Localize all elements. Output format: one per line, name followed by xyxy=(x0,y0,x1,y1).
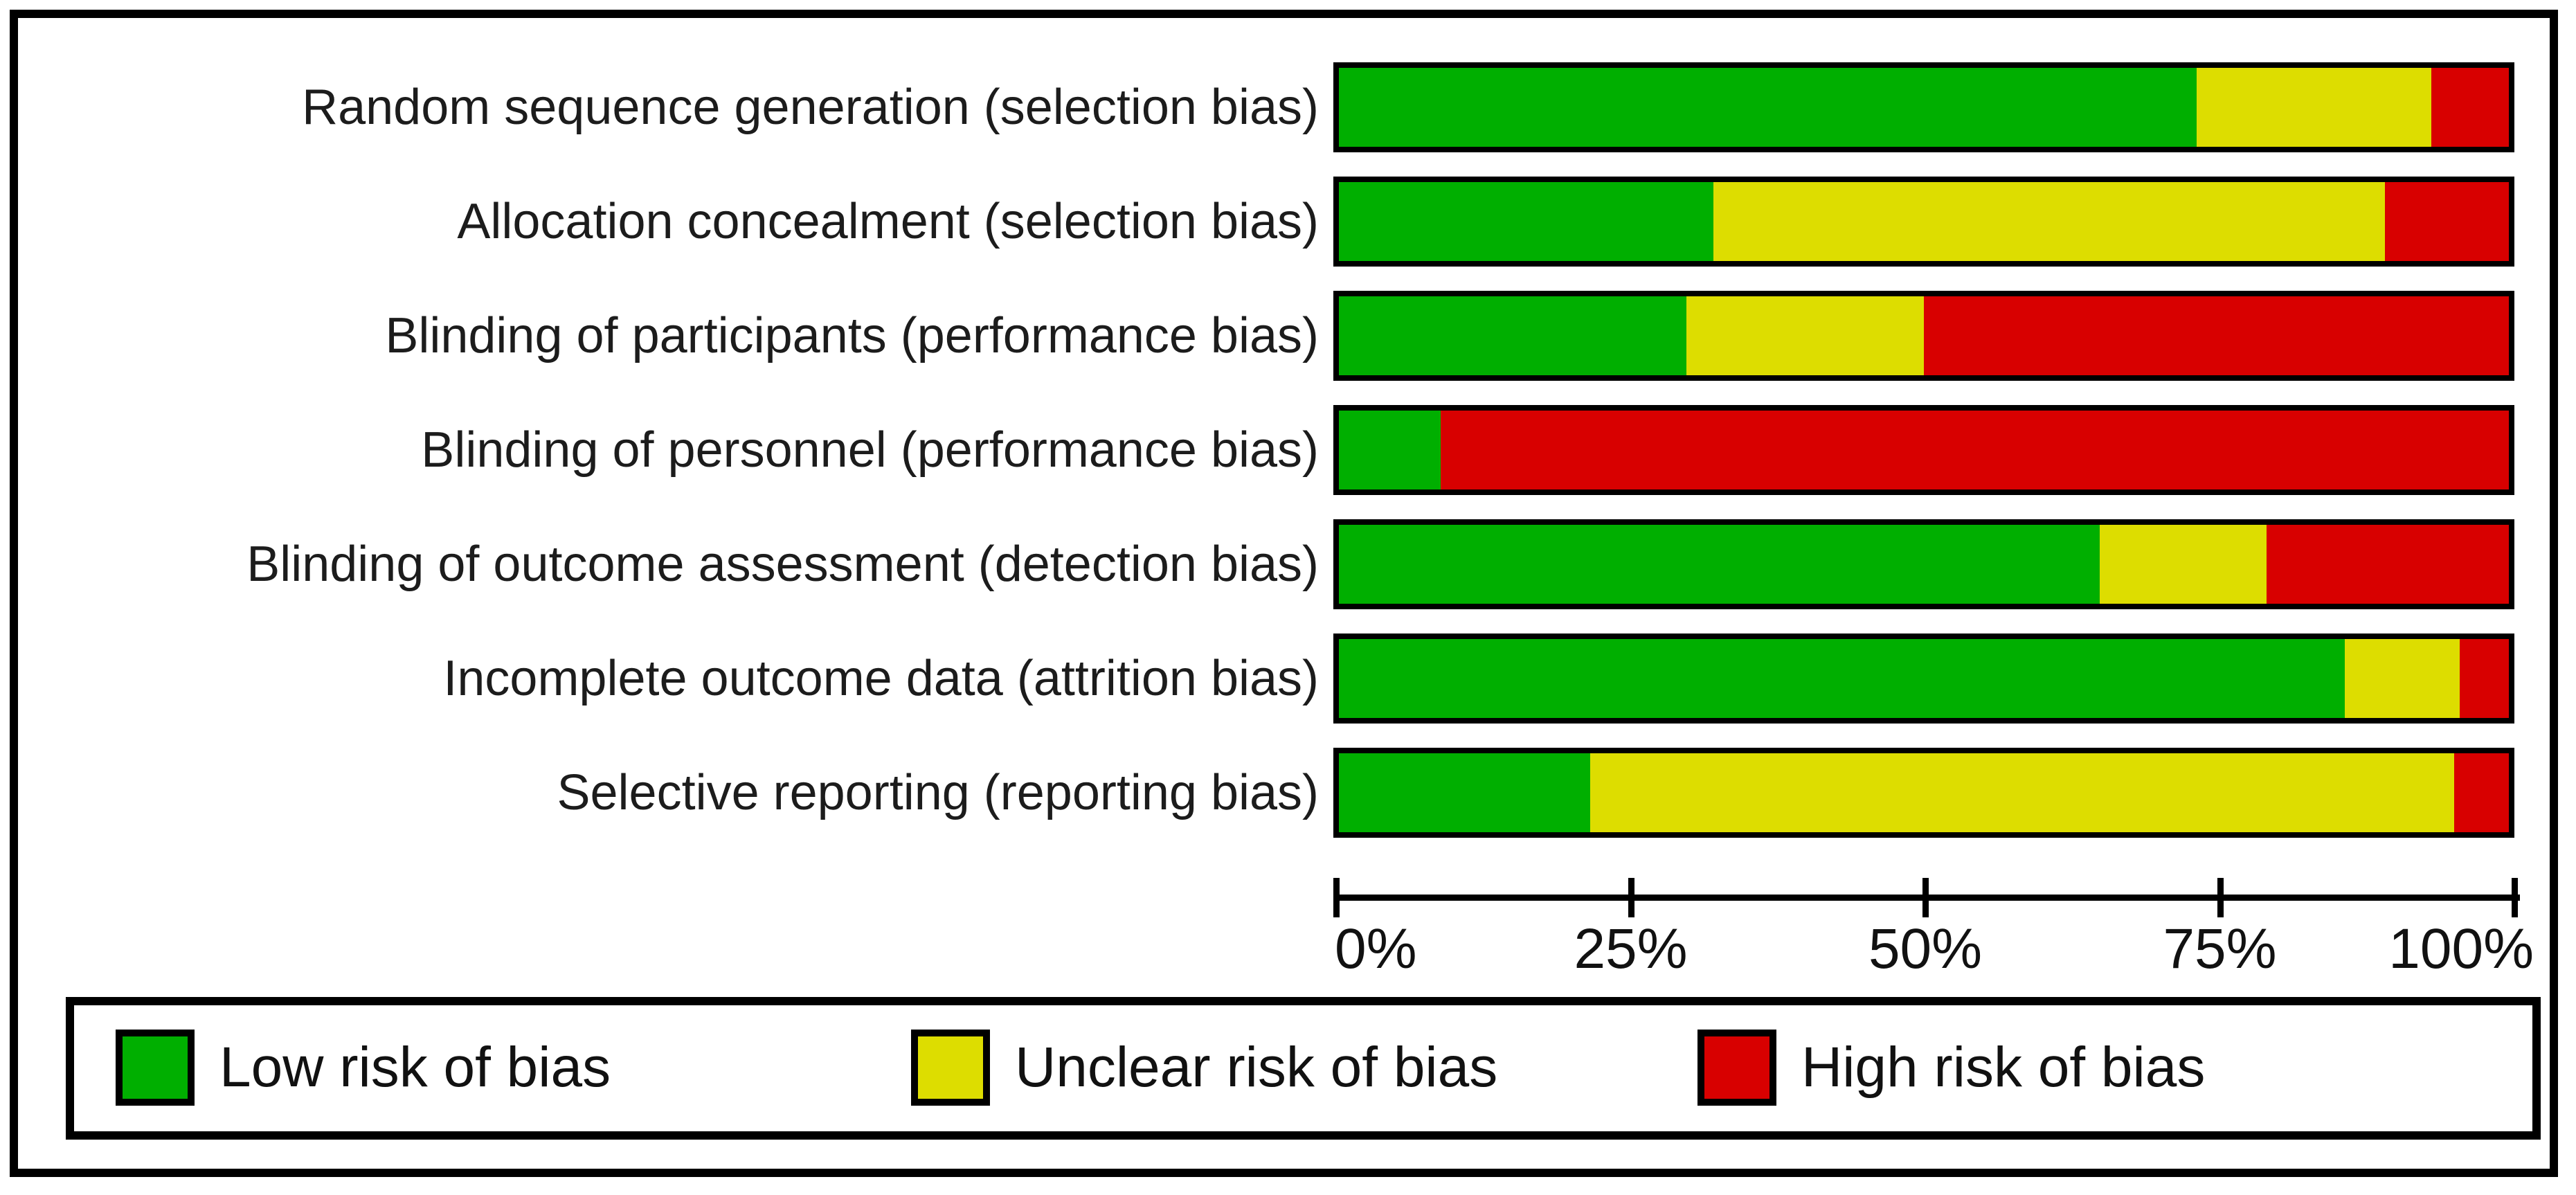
bar-segment-unclear xyxy=(2099,525,2267,604)
bar-row xyxy=(1333,748,2514,838)
x-axis-tick xyxy=(1333,878,1340,917)
bar-segment-high xyxy=(2431,68,2509,147)
bar-segment-unclear xyxy=(1590,753,2454,832)
category-label: Random sequence generation (selection bi… xyxy=(302,80,1319,135)
bar-segment-high xyxy=(2460,639,2509,718)
bar-segment-low xyxy=(1339,296,1686,375)
bar-row xyxy=(1333,519,2514,609)
category-label: Blinding of participants (performance bi… xyxy=(385,308,1319,363)
x-axis-tick-label: 50% xyxy=(1868,917,1983,980)
legend-swatch-low xyxy=(116,1030,195,1106)
legend-swatch-unclear xyxy=(911,1030,990,1106)
bar-row xyxy=(1333,405,2514,495)
bar-segment-high xyxy=(2267,525,2509,604)
bar-segment-high xyxy=(2384,182,2509,261)
bar-row xyxy=(1333,634,2514,724)
x-axis-tick xyxy=(2512,878,2518,917)
x-axis-tick xyxy=(2217,878,2224,917)
x-axis-tick-label: 100% xyxy=(2388,917,2534,980)
category-label: Blinding of outcome assessment (detectio… xyxy=(246,537,1319,592)
category-label: Blinding of personnel (performance bias) xyxy=(421,422,1319,478)
category-label: Allocation concealment (selection bias) xyxy=(457,194,1319,249)
bar-row xyxy=(1333,62,2514,152)
bar-segment-unclear xyxy=(1713,182,2385,261)
bar-segment-unclear xyxy=(2345,639,2460,718)
bar-segment-low xyxy=(1339,411,1441,489)
x-axis-tick xyxy=(1922,878,1929,917)
x-axis-tick-label: 25% xyxy=(1574,917,1688,980)
bar-segment-low xyxy=(1339,182,1713,261)
bar-segment-low xyxy=(1339,639,2345,718)
bar-row xyxy=(1333,291,2514,381)
bar-segment-low xyxy=(1339,753,1591,832)
bar-segment-high xyxy=(2453,753,2509,832)
legend-item: Low risk of bias xyxy=(116,1030,611,1106)
legend-swatch-high xyxy=(1697,1030,1776,1106)
bar-segment-unclear xyxy=(1686,296,1924,375)
legend-item: High risk of bias xyxy=(1697,1030,2205,1106)
bar-segment-high xyxy=(1923,296,2509,375)
bar-segment-low xyxy=(1339,68,2197,147)
category-label: Selective reporting (reporting bias) xyxy=(557,765,1319,820)
bar-segment-low xyxy=(1339,525,2100,604)
legend-label: Low risk of bias xyxy=(219,1036,611,1099)
x-axis-tick-label: 75% xyxy=(2163,917,2277,980)
x-axis-tick-label: 0% xyxy=(1335,917,1417,980)
figure-border xyxy=(10,10,2558,1177)
bar-row xyxy=(1333,177,2514,267)
legend: Low risk of bias Unclear risk of bias High… xyxy=(66,997,2541,1140)
legend-label: High risk of bias xyxy=(1801,1036,2206,1099)
legend-label: Unclear risk of bias xyxy=(1015,1036,1498,1099)
bar-segment-unclear xyxy=(2196,68,2432,147)
category-label: Incomplete outcome data (attrition bias) xyxy=(443,651,1319,706)
x-axis-tick xyxy=(1628,878,1634,917)
bar-segment-high xyxy=(1441,411,2509,489)
legend-item: Unclear risk of bias xyxy=(911,1030,1497,1106)
